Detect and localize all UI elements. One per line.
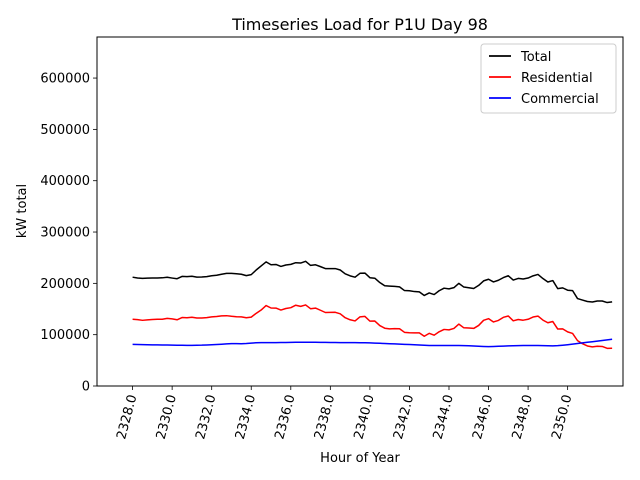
x-axis-label: Hour of Year	[320, 451, 400, 466]
y-tick-label: 300000	[40, 226, 90, 241]
y-tick-label: 600000	[40, 72, 90, 87]
y-tick-label: 500000	[40, 123, 90, 138]
series-line-total	[132, 260, 613, 304]
series-layer	[132, 260, 613, 350]
y-axis: 0 100000 200000 300000 400000 500000 600000	[40, 72, 97, 395]
plot-area	[96, 36, 624, 387]
series-line-commercial	[132, 338, 613, 348]
legend-label-commercial: Commercial	[521, 92, 599, 107]
y-tick-label: 400000	[40, 174, 90, 189]
y-tick-label: 200000	[40, 277, 90, 292]
legend-box	[480, 43, 617, 114]
legend-label-residential: Residential	[521, 71, 593, 86]
axes-frame	[96, 36, 624, 387]
y-tick-label: 100000	[40, 328, 90, 343]
series-line-residential	[132, 304, 613, 350]
y-axis-label: kW total	[15, 184, 30, 238]
legend-label-total: Total	[520, 50, 551, 65]
legend: Total Residential Commercial	[480, 43, 617, 114]
y-tick-label: 0	[82, 380, 90, 395]
chart-title: Timeseries Load for P1U Day 98	[231, 15, 488, 34]
